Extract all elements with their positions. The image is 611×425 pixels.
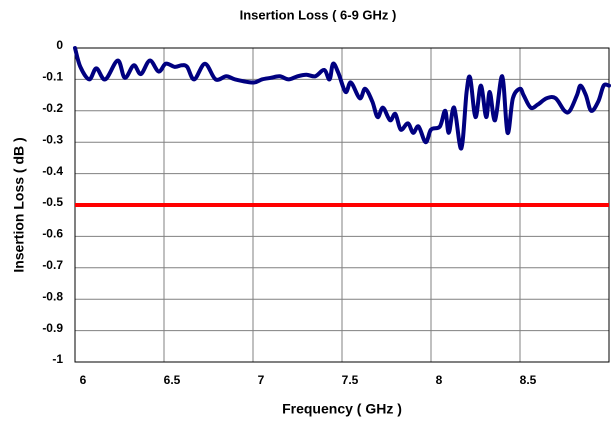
data-line <box>73 46 611 151</box>
x-tick-label: 6 <box>80 373 87 387</box>
x-tick-label: 6.5 <box>164 373 181 387</box>
y-tick-label: 0 <box>56 38 63 52</box>
y-tick-label: -0.2 <box>42 101 63 115</box>
x-tick-label: 7 <box>258 373 265 387</box>
y-tick-label: -0.9 <box>42 321 63 335</box>
x-tick-label: 8.5 <box>520 373 537 387</box>
chart-title: Insertion Loss ( 6-9 GHz ) <box>240 7 397 22</box>
y-tick-label: -0.5 <box>42 195 63 209</box>
y-tick-label: -1 <box>52 352 63 366</box>
y-tick-label: -0.8 <box>42 289 63 303</box>
y-tick-label: -0.6 <box>42 227 63 241</box>
y-tick-label: -0.3 <box>42 132 63 146</box>
y-tick-label: -0.1 <box>42 70 63 84</box>
y-tick-label: -0.7 <box>42 258 63 272</box>
y-axis-label: Insertion Loss ( dB ) <box>11 137 27 272</box>
y-tick-label: -0.4 <box>42 164 63 178</box>
x-tick-label: 7.5 <box>342 373 359 387</box>
x-tick-label: 8 <box>436 373 443 387</box>
x-axis-label: Frequency ( GHz ) <box>282 401 402 417</box>
